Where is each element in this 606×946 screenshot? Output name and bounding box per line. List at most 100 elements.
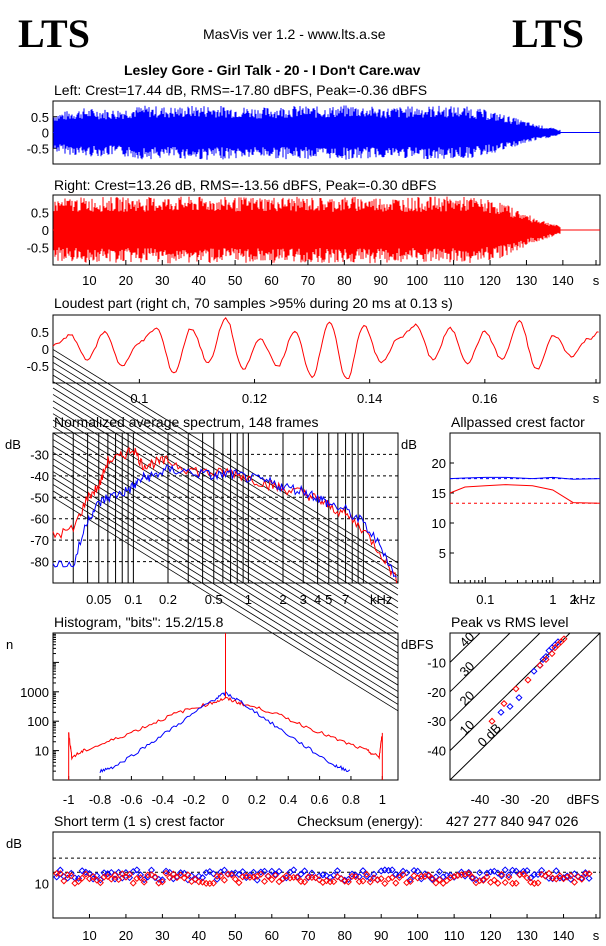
- shortterm-right-point: [74, 877, 83, 886]
- slope-line: [52, 381, 399, 596]
- peakrms-right-point: [536, 661, 544, 669]
- x-tick-label: 0.6: [311, 792, 329, 807]
- slope-line: [52, 490, 399, 705]
- crest-diagonal-label: 0 dB: [475, 720, 505, 750]
- shortterm-right-point: [578, 875, 586, 883]
- shortterm-right-point: [388, 874, 396, 882]
- shortterm-right-point: [231, 875, 239, 883]
- shortterm-left-point: [333, 867, 341, 875]
- x-tick-label: 40: [191, 273, 205, 288]
- shortterm-left-point: [512, 867, 520, 875]
- crest-diagonal-label: 10: [457, 717, 478, 738]
- shortterm-left-point: [253, 876, 261, 884]
- x-tick-label: 10: [82, 928, 96, 943]
- x-tick-label: 50: [228, 273, 242, 288]
- shortterm-right-point: [483, 873, 491, 881]
- shortterm-right-point: [465, 869, 473, 877]
- x-axis-label: kHz: [573, 592, 595, 607]
- shortterm-right-point: [275, 878, 283, 886]
- shortterm-right-point: [235, 879, 243, 887]
- shortterm-right-point: [425, 871, 433, 879]
- x-tick-label: 1: [549, 592, 556, 607]
- shortterm-right-point: [523, 874, 531, 882]
- y-tick-label: 100: [27, 714, 49, 729]
- shortterm-right-point: [118, 870, 126, 878]
- x-tick-label: 2: [570, 592, 577, 607]
- shortterm-right-point: [352, 873, 360, 881]
- x-tick-label: 0.5: [205, 592, 223, 607]
- shortterm-right-point: [67, 872, 75, 880]
- y-tick-label: 10: [35, 744, 49, 759]
- x-tick-label: 80: [337, 928, 351, 943]
- shortterm-right-point: [228, 871, 236, 879]
- shortterm-right-point: [498, 870, 506, 878]
- app-title: MasVis ver 1.2 - www.lts.a.se: [203, 26, 386, 42]
- shortterm-left-point: [260, 867, 269, 875]
- shortterm-left-point: [406, 875, 414, 884]
- shortterm-right-point: [570, 878, 579, 886]
- shortterm-right-point: [363, 870, 371, 878]
- y-tick-label: 0.5: [31, 325, 49, 340]
- crest-title: Allpassed crest factor: [451, 414, 585, 430]
- shortterm-right-point: [585, 870, 593, 878]
- y-tick-label: 0: [42, 342, 49, 357]
- x-axis-label: dBFS: [567, 792, 600, 807]
- shortterm-right-point: [129, 879, 137, 887]
- x-tick-label: -20: [531, 792, 550, 807]
- shortterm-right-point: [140, 878, 148, 886]
- peakrms-frame: [449, 632, 601, 781]
- slope-line: [52, 439, 399, 654]
- shortterm-right-point: [60, 877, 68, 885]
- peakrms-right-point: [512, 685, 520, 693]
- x-tick-label: s: [593, 391, 600, 406]
- x-tick-label: 10: [82, 273, 96, 288]
- peakrms-right-point: [500, 700, 508, 708]
- x-tick-label: 100: [407, 928, 429, 943]
- y-tick-label: -80: [30, 555, 49, 570]
- shortterm-right-point: [359, 877, 367, 885]
- x-tick-label: 0.2: [159, 592, 177, 607]
- y-tick-label: 20: [432, 456, 446, 471]
- shortterm-left-point: [290, 866, 298, 874]
- x-tick-label: 130: [516, 273, 538, 288]
- x-tick-label: s: [593, 928, 600, 943]
- y-tick-label: -10: [427, 655, 446, 670]
- x-tick-label: 130: [516, 928, 538, 943]
- shortterm-left-point: [476, 869, 484, 877]
- shortterm-right-point: [78, 874, 86, 882]
- slope-line: [52, 471, 399, 686]
- x-tick-label: 5: [325, 592, 332, 607]
- x-tick-label: 120: [480, 928, 502, 943]
- y-tick-label: 1000: [20, 685, 49, 700]
- shortterm-left-point: [301, 867, 309, 875]
- shortterm-right-point: [417, 872, 425, 880]
- checksum-label: Checksum (energy):: [297, 813, 424, 829]
- shortterm-right-point: [567, 872, 575, 880]
- shortterm-right-point: [545, 869, 553, 877]
- x-tick-label: 80: [337, 273, 351, 288]
- slope-line: [52, 349, 399, 564]
- shortterm-right-point: [512, 879, 520, 887]
- slope-line: [52, 406, 399, 622]
- x-tick-label: 30: [155, 273, 169, 288]
- shortterm-left-point: [501, 866, 509, 874]
- crest-diagonal-label: 30: [457, 658, 478, 679]
- slope-line: [52, 451, 399, 667]
- crest-right-series: [449, 484, 601, 504]
- crest-diagonal-label: 20: [457, 688, 478, 709]
- shortterm-right-point: [271, 871, 279, 880]
- shortterm-right-point: [494, 879, 502, 887]
- shortterm-left-point: [552, 867, 560, 875]
- y-tick-label: -60: [30, 512, 49, 527]
- y-axis-label: n: [6, 637, 13, 652]
- shortterm-right-point: [468, 873, 476, 881]
- shortterm-frame: [52, 831, 601, 919]
- shortterm-left-point: [268, 867, 276, 875]
- shortterm-right-point: [381, 879, 389, 888]
- peakrms-left-point: [506, 702, 514, 711]
- x-tick-label: 0.05: [86, 592, 111, 607]
- spectrum-title: Normalized average spectrum, 148 frames: [54, 414, 319, 430]
- x-tick-label: 0.1: [130, 391, 148, 406]
- y-tick-label: -0.5: [27, 241, 49, 256]
- shortterm-left-point: [530, 870, 538, 879]
